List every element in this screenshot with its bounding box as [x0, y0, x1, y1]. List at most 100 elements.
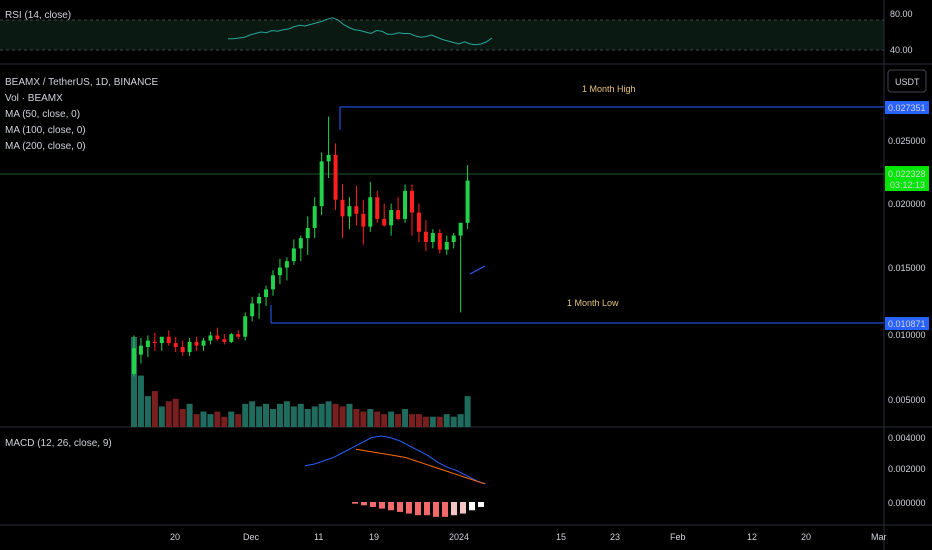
candle-body — [423, 231, 428, 242]
time-label-2024: 2024 — [449, 532, 469, 542]
candle-body — [284, 261, 289, 268]
currency-button[interactable] — [887, 69, 927, 93]
month-low-annotation: 1 Month Low — [567, 298, 619, 308]
month-high-annotation: 1 Month High — [582, 84, 636, 94]
candle-body — [312, 206, 317, 228]
trend-segment — [469, 265, 486, 275]
candle-body — [451, 235, 456, 242]
month-high-price-tag — [885, 101, 929, 114]
time-label-dec: Dec — [243, 532, 260, 542]
macd-histogram-bar — [388, 502, 394, 511]
volume-bar — [214, 411, 221, 427]
candle-body — [250, 303, 255, 317]
volume-bar — [429, 416, 436, 427]
candle-body — [458, 222, 463, 236]
macd-histogram-bar — [442, 502, 448, 517]
macd-histogram-bar — [415, 502, 421, 516]
volume-bar — [339, 406, 346, 427]
candle-body — [145, 340, 150, 347]
candle-body — [277, 267, 282, 276]
volume-bar — [374, 411, 381, 427]
candle-body — [326, 154, 331, 162]
symbol-title[interactable]: BEAMX / TetherUS, 1D, BINANCE — [5, 77, 159, 88]
candle-body — [333, 154, 338, 200]
candle-body — [416, 212, 421, 232]
macd-histogram-bar — [370, 502, 376, 507]
macd-histogram-bar — [361, 502, 367, 506]
candle-body — [138, 345, 143, 355]
candle-body — [257, 297, 262, 304]
candle-body — [222, 339, 227, 342]
candle-body — [215, 335, 220, 340]
candle-body — [187, 341, 192, 353]
volume-bar — [422, 416, 429, 427]
macd-level-3: 0.000000 — [888, 498, 926, 508]
volume-bar — [221, 416, 228, 427]
macd-histogram-bar — [379, 502, 385, 509]
candle-body — [375, 197, 380, 219]
candle-body — [361, 213, 366, 227]
macd-histogram — [352, 502, 484, 517]
price-tick-3: 0.015000 — [888, 263, 926, 273]
price-tick-1: 0.025000 — [888, 136, 926, 146]
time-label-20: 20 — [170, 532, 180, 542]
time-label-20b: 20 — [801, 532, 811, 542]
last-price-tag — [885, 166, 929, 191]
volume-bar — [186, 403, 193, 427]
volume-bar — [228, 411, 235, 427]
macd-histogram-bar — [469, 502, 475, 511]
candle-body — [382, 218, 387, 226]
volume-bars — [131, 337, 471, 427]
candle-body — [243, 316, 248, 337]
volume-bar — [200, 411, 207, 427]
volume-bar — [165, 401, 172, 427]
candle-body — [444, 242, 449, 250]
indicator-ma200[interactable]: MA (200, close, 0) — [5, 141, 86, 152]
macd-histogram-bar — [460, 502, 466, 514]
volume-bar — [388, 411, 395, 427]
volume-bar — [409, 414, 415, 427]
candle-body — [319, 161, 324, 207]
volume-bar — [415, 414, 422, 427]
volume-bar — [256, 406, 263, 427]
rsi-level-80: 80.00 — [890, 9, 913, 19]
macd-histogram-bar — [451, 502, 457, 516]
volume-bar — [332, 403, 339, 427]
time-label-feb: Feb — [670, 532, 686, 542]
indicator-ma50[interactable]: MA (50, close, 0) — [5, 109, 80, 120]
candle-body — [208, 335, 213, 341]
last-price-value: 0.022328 — [888, 169, 926, 179]
volume-bar — [290, 406, 297, 427]
volume-bar — [144, 396, 151, 427]
volume-bar — [283, 401, 290, 427]
volume-bar — [381, 414, 388, 427]
indicator-volume[interactable]: Vol · BEAMX — [5, 93, 63, 104]
rsi-line — [228, 17, 493, 46]
macd-level-1: 0.004000 — [888, 433, 926, 443]
time-label-11: 11 — [314, 532, 323, 542]
month-low-price: 0.010871 — [888, 319, 926, 329]
candle-body — [298, 238, 303, 249]
volume-bar — [450, 416, 457, 427]
candle-body — [229, 334, 234, 342]
volume-bar — [131, 337, 137, 427]
candle-body — [410, 190, 414, 213]
candle-body — [194, 341, 199, 346]
candle-body — [132, 348, 136, 374]
macd-histogram-bar — [406, 502, 412, 514]
time-label-mar: Mar — [871, 532, 887, 542]
candle-body — [264, 289, 269, 298]
candle-body — [166, 336, 171, 344]
candle-body — [465, 180, 470, 223]
volume-bar — [436, 416, 443, 427]
macd-label: MACD (12, 26, close, 9) — [5, 438, 112, 449]
candle-body — [173, 343, 178, 347]
volume-bar — [242, 403, 249, 427]
macd-histogram-bar — [433, 502, 439, 517]
volume-bar — [325, 401, 332, 427]
indicator-ma100[interactable]: MA (100, close, 0) — [5, 125, 86, 136]
month-high-price: 0.027351 — [888, 103, 926, 113]
candle-body — [403, 190, 408, 219]
candle-body — [340, 199, 345, 217]
